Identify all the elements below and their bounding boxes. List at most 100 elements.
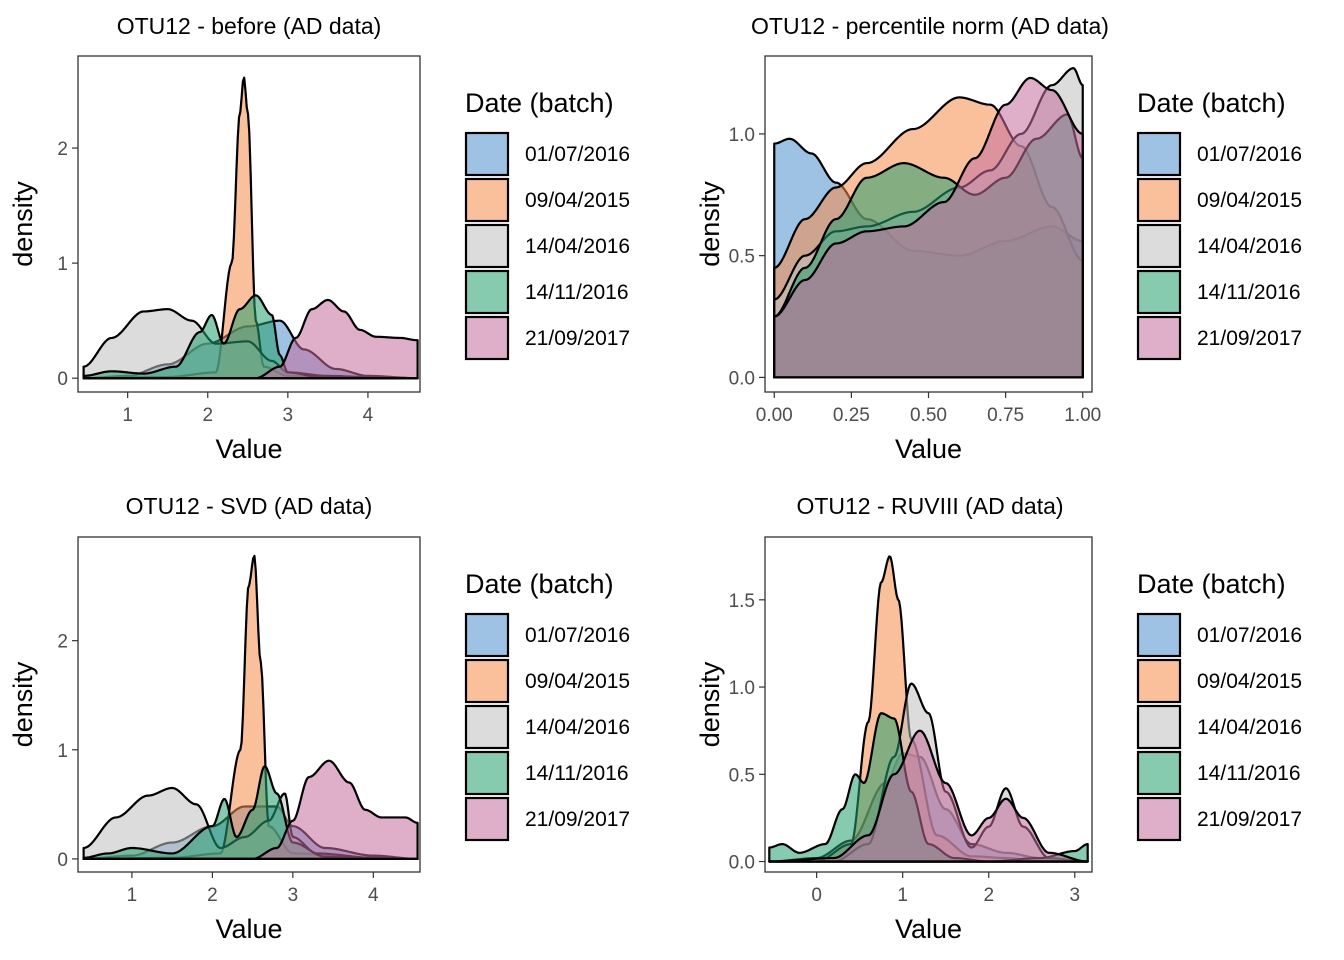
panel-4: OTU12 - RUVIII (AD data) 0 1 2 3 0.0 0.5 1.0 1.5… bbox=[695, 493, 1302, 944]
x-tick-label: 1.00 bbox=[1064, 405, 1101, 426]
legend-label-3: 14/04/2016 bbox=[525, 716, 630, 739]
legend-label-3: 14/04/2016 bbox=[1197, 235, 1302, 258]
y-tick-label: 0.5 bbox=[729, 765, 755, 786]
x-tick-label: 3 bbox=[1070, 885, 1081, 906]
legend-label-2: 09/04/2015 bbox=[525, 189, 630, 212]
legend-label-3: 14/04/2016 bbox=[525, 235, 630, 258]
legend-key-3 bbox=[1136, 223, 1182, 269]
legend-key-2 bbox=[464, 177, 510, 223]
panel-title: OTU12 - RUVIII (AD data) bbox=[796, 493, 1063, 519]
x-tick-label: 3 bbox=[288, 885, 299, 906]
legend-label-5: 21/09/2017 bbox=[1197, 808, 1302, 831]
x-tick-label: 1 bbox=[127, 885, 138, 906]
legend-label-5: 21/09/2017 bbox=[525, 808, 630, 831]
legend-key-1 bbox=[464, 131, 510, 177]
legend-key-5 bbox=[1136, 796, 1182, 842]
legend-label-4: 14/11/2016 bbox=[525, 281, 629, 304]
legend: Date (batch) 01/07/2016 09/04/2015 14/04/20… bbox=[1136, 569, 1302, 842]
density-layer bbox=[82, 76, 419, 380]
panel-title: OTU12 - before (AD data) bbox=[117, 13, 382, 39]
x-tick-label: 2 bbox=[202, 405, 213, 426]
legend-key-1 bbox=[1136, 612, 1182, 658]
legend-key-5 bbox=[1136, 315, 1182, 361]
y-tick-label: 0 bbox=[57, 369, 68, 390]
legend-label-4: 14/11/2016 bbox=[1197, 281, 1301, 304]
legend-label-4: 14/11/2016 bbox=[1197, 762, 1301, 785]
legend-title: Date (batch) bbox=[1137, 569, 1286, 599]
density-area-5 bbox=[82, 298, 419, 380]
x-axis-title: Value bbox=[895, 434, 962, 464]
legend-title: Date (batch) bbox=[465, 569, 614, 599]
legend-label-5: 21/09/2017 bbox=[1197, 327, 1302, 350]
legend: Date (batch) 01/07/2016 09/04/2015 14/04/20… bbox=[1136, 88, 1302, 361]
legend-label-1: 01/07/2016 bbox=[1197, 624, 1302, 647]
x-tick-label: 4 bbox=[363, 405, 374, 426]
legend-key-2 bbox=[1136, 177, 1182, 223]
legend-key-1 bbox=[464, 612, 510, 658]
density-area-5 bbox=[768, 729, 1089, 863]
legend-label-1: 01/07/2016 bbox=[525, 143, 630, 166]
x-tick-label: 0 bbox=[811, 885, 822, 906]
y-axis-title: density bbox=[695, 181, 725, 267]
panel-3: OTU12 - SVD (AD data) 1 2 3 4 0 1 2 Value density… bbox=[8, 493, 630, 944]
legend-key-4 bbox=[1136, 269, 1182, 315]
legend-label-1: 01/07/2016 bbox=[1197, 143, 1302, 166]
y-tick-label: 1.0 bbox=[729, 125, 755, 146]
y-tick-label: 1 bbox=[57, 254, 68, 275]
density-layer bbox=[773, 67, 1084, 379]
y-tick-label: 1.5 bbox=[729, 591, 755, 612]
legend-key-3 bbox=[464, 223, 510, 269]
x-tick-label: 4 bbox=[368, 885, 379, 906]
panel-1: OTU12 - before (AD data)1 2 3 4012Valuedens… bbox=[8, 13, 630, 464]
x-tick-label: 0.25 bbox=[833, 405, 870, 426]
legend-title: Date (batch) bbox=[465, 88, 614, 118]
legend-label-5: 21/09/2017 bbox=[525, 327, 630, 350]
x-tick-label: 0.50 bbox=[910, 405, 947, 426]
density-area-5 bbox=[82, 759, 419, 861]
legend-key-1 bbox=[1136, 131, 1182, 177]
legend-label-2: 09/04/2015 bbox=[525, 670, 630, 693]
x-tick-label: 0.75 bbox=[987, 405, 1024, 426]
panel-border bbox=[77, 536, 421, 873]
y-tick-label: 1 bbox=[57, 741, 68, 762]
x-tick-label: 2 bbox=[983, 885, 994, 906]
x-axis-title: Value bbox=[215, 434, 282, 464]
panel-2: OTU12 - percentile norm (AD data) 0.00 0.2… bbox=[695, 13, 1302, 464]
y-axis-title: density bbox=[8, 181, 38, 267]
legend-label-1: 01/07/2016 bbox=[525, 624, 630, 647]
legend-title: Date (batch) bbox=[1137, 88, 1286, 118]
x-tick-label: 3 bbox=[283, 405, 294, 426]
y-tick-label: 1.0 bbox=[729, 678, 755, 699]
y-tick-label: 2 bbox=[57, 139, 68, 160]
density-layer bbox=[82, 554, 419, 861]
x-axis-title: Value bbox=[895, 914, 962, 944]
legend: Date (batch) 01/07/2016 09/04/2015 14/04/20… bbox=[464, 88, 630, 361]
legend-key-3 bbox=[464, 704, 510, 750]
x-tick-label: 1 bbox=[122, 405, 133, 426]
legend-label-4: 14/11/2016 bbox=[525, 762, 629, 785]
x-axis-title: Value bbox=[215, 914, 282, 944]
legend-key-4 bbox=[464, 750, 510, 796]
y-tick-label: 0.0 bbox=[729, 853, 755, 874]
legend-label-3: 14/04/2016 bbox=[1197, 716, 1302, 739]
y-tick-label: 0 bbox=[57, 850, 68, 871]
legend-key-4 bbox=[1136, 750, 1182, 796]
y-tick-label: 0.0 bbox=[729, 368, 755, 389]
x-tick-label: 1 bbox=[897, 885, 908, 906]
panel-title: OTU12 - percentile norm (AD data) bbox=[751, 13, 1109, 39]
legend: Date (batch) 01/07/2016 09/04/2015 14/04/20… bbox=[464, 569, 630, 842]
legend-key-3 bbox=[1136, 704, 1182, 750]
legend-key-4 bbox=[464, 269, 510, 315]
legend-label-2: 09/04/2015 bbox=[1197, 670, 1302, 693]
legend-key-2 bbox=[464, 658, 510, 704]
legend-key-5 bbox=[464, 796, 510, 842]
x-tick-label: 0.00 bbox=[756, 405, 793, 426]
x-tick-label: 2 bbox=[207, 885, 218, 906]
density-layer bbox=[768, 555, 1089, 863]
legend-key-5 bbox=[464, 315, 510, 361]
panel-border bbox=[77, 55, 421, 393]
legend-key-2 bbox=[1136, 658, 1182, 704]
panel-border bbox=[764, 536, 1093, 873]
